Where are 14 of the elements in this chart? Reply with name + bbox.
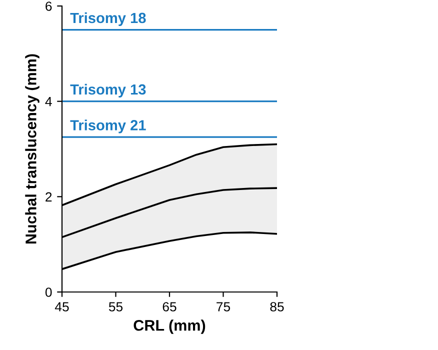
y-tick-label: 4 xyxy=(45,97,52,106)
x-tick-label: 55 xyxy=(108,302,123,312)
y-tick-label: 0 xyxy=(45,288,52,297)
x-tick-label: 45 xyxy=(54,302,69,312)
ref-line-label: Trisomy 13 xyxy=(70,84,146,98)
ref-line-label: Trisomy 21 xyxy=(70,120,146,134)
y-axis-title: Nuchal translucency (mm) xyxy=(25,54,40,244)
y-tick-label: 6 xyxy=(46,2,52,11)
x-tick-label: 75 xyxy=(216,302,230,312)
x-axis-title: CRL (mm) xyxy=(134,320,206,334)
x-tick-label: 65 xyxy=(162,302,176,312)
x-tick-label: 85 xyxy=(270,302,284,312)
y-tick-label: 2 xyxy=(46,192,52,202)
ref-line-label: Trisomy 18 xyxy=(70,12,146,26)
